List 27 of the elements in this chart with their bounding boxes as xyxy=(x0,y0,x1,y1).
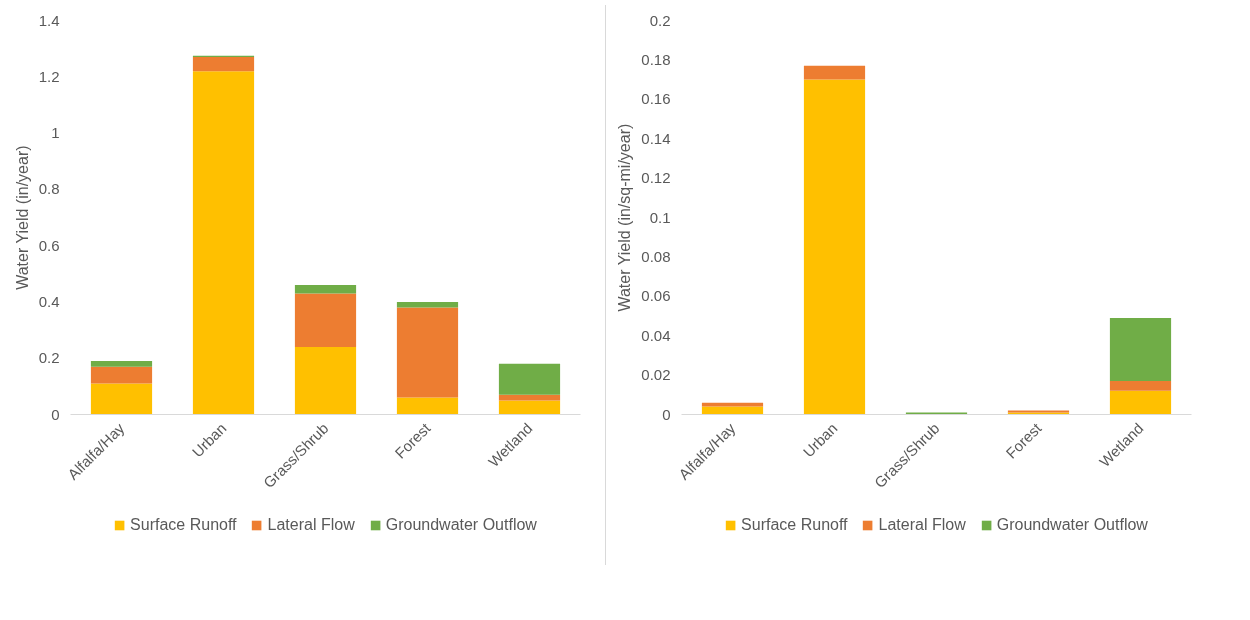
y-tick-label: 0.06 xyxy=(641,287,671,305)
y-tick-label: 0.16 xyxy=(641,90,671,108)
legend-label: Lateral Flow xyxy=(267,516,355,534)
y-tick-label: 0.04 xyxy=(641,326,671,344)
legend-label: Surface Runoff xyxy=(741,516,848,534)
y-tick-label: 0.4 xyxy=(38,292,60,310)
legend-label: Groundwater Outflow xyxy=(385,516,537,534)
y-tick-label: 0.02 xyxy=(641,366,671,384)
legend-label: Lateral Flow xyxy=(878,516,966,534)
y-tick-label: 0 xyxy=(662,405,671,423)
y-tick-label: 0.8 xyxy=(38,180,60,198)
y-tick-label: 0.1 xyxy=(649,208,671,226)
y-tick-label: 1.4 xyxy=(38,11,60,29)
y-axis-title: Water Yield (in/sq-mi/year) xyxy=(616,123,634,312)
y-tick-label: 1 xyxy=(51,124,60,142)
y-tick-label: 0.2 xyxy=(38,349,60,367)
legend-label: Surface Runoff xyxy=(130,516,237,534)
y-tick-label: 0.12 xyxy=(641,169,671,187)
y-tick-label: 0.2 xyxy=(649,11,671,29)
y-axis-title: Water Yield (in/year) xyxy=(13,145,31,290)
y-tick-label: 0.18 xyxy=(641,50,671,68)
y-tick-label: 0.14 xyxy=(641,129,671,147)
y-tick-label: 0.6 xyxy=(38,236,60,254)
y-tick-label: 0 xyxy=(51,405,60,423)
legend-label: Groundwater Outflow xyxy=(996,516,1148,534)
y-tick-label: 0.08 xyxy=(641,247,671,265)
y-tick-label: 1.2 xyxy=(38,67,60,85)
